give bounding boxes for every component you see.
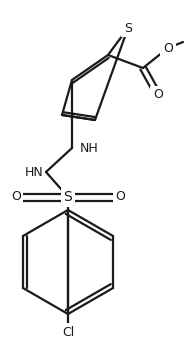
- Text: S: S: [64, 190, 72, 204]
- Text: O: O: [163, 42, 173, 55]
- Text: Cl: Cl: [62, 326, 74, 339]
- Text: O: O: [153, 88, 163, 101]
- Text: O: O: [115, 190, 125, 203]
- Text: HN: HN: [25, 165, 44, 178]
- Text: S: S: [124, 21, 132, 34]
- Text: NH: NH: [80, 142, 99, 155]
- Text: O: O: [11, 190, 21, 203]
